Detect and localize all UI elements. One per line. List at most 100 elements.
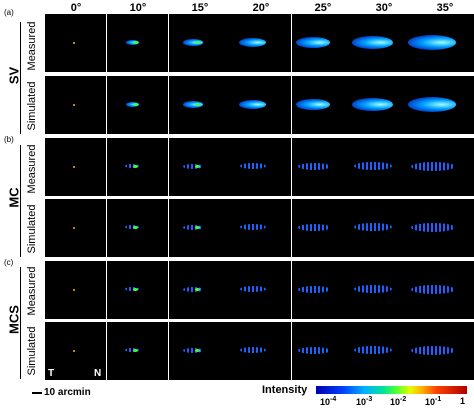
psf-spot [296,98,331,110]
psf-image-sv-measured-2 [169,14,230,72]
row-label-mcs-measured: Measured [26,266,38,316]
row-label-mcs-simulated: Simulated [26,326,38,376]
psf-image-mcs-simulated-3 [230,322,291,380]
psf-image-mc-simulated-2 [169,199,230,257]
panel-letter-c: (c) [4,258,14,267]
row-label-mc-simulated: Simulated [26,204,38,254]
psf-spot [183,286,203,292]
psf-image-mc-measured-1 [107,138,168,196]
temporal-label: T [48,368,55,379]
psf-image-mcs-simulated-4 [292,322,353,380]
col-header-25: 25° [314,2,332,14]
psf-image-mcs-simulated-0 [45,322,106,380]
psf-core [133,348,138,352]
psf-spot [296,36,331,48]
psf-image-mc-measured-5 [353,138,414,196]
row-label-mc-measured: Measured [26,144,38,194]
psf-spot [73,104,75,106]
psf-spot [73,166,75,168]
psf-spot [239,224,266,230]
bracket-mcs [20,267,21,379]
bracket-sv [20,22,21,134]
psf-image-mc-simulated-6 [411,199,474,257]
psf-spot [411,284,456,294]
psf-spot [354,346,393,354]
psf-image-mcs-measured-0 [45,261,106,319]
colorbar-title: Intensity [262,384,308,396]
scale-bar-label: 10 arcmin [44,387,91,398]
colorbar-tick-1e-1: 10-1 [425,396,442,407]
psf-image-mc-measured-6 [411,138,474,196]
psf-image-sv-simulated-3 [230,76,291,134]
row-label-sv-simulated: Simulated [26,81,38,131]
psf-image-mcs-simulated-6 [411,322,474,380]
psf-spot [73,227,75,229]
psf-spot [239,163,266,169]
panel-letter-b: (b) [4,135,14,144]
psf-spot [352,97,394,111]
psf-image-mcs-measured-2 [169,261,230,319]
psf-core [133,225,138,229]
psf-spot [183,38,203,46]
psf-image-sv-measured-6 [408,14,474,72]
psf-spot [239,37,267,47]
psf-image-mc-measured-4 [292,138,353,196]
psf-core [195,40,200,44]
col-header-20: 20° [252,2,270,14]
psf-spot [411,345,456,355]
colorbar [316,386,467,394]
psf-image-mc-measured-3 [230,138,291,196]
psf-image-sv-simulated-0 [45,76,106,134]
psf-spot [73,289,75,291]
psf-image-mcs-measured-3 [230,261,291,319]
psf-spot [125,39,139,45]
psf-image-mcs-measured-6 [411,261,474,319]
psf-image-sv-measured-3 [230,14,291,72]
psf-image-mcs-simulated-5 [353,322,414,380]
psf-spot [297,346,330,354]
row-label-sv-measured: Measured [26,21,38,71]
psf-spot [239,347,266,353]
psf-image-mc-simulated-4 [292,199,353,257]
colorbar-tick-1e-4: 10-4 [320,396,337,407]
col-header-15: 15° [191,2,209,14]
psf-spot [183,163,203,169]
psf-image-mc-simulated-3 [230,199,291,257]
psf-spot [354,223,393,231]
col-header-0: 0° [70,2,82,14]
nasal-label: N [94,368,102,379]
psf-core [133,164,138,168]
psf-spot [73,350,75,352]
psf-core [133,287,138,291]
psf-spot [183,100,203,108]
psf-spot [183,224,203,230]
psf-spot [354,285,393,293]
psf-core [133,40,138,44]
psf-spot [408,96,457,112]
psf-spot [408,34,457,50]
psf-image-mc-measured-0 [45,138,106,196]
col-header-10: 10° [129,2,147,14]
psf-image-mcs-measured-5 [353,261,414,319]
psf-spot [297,285,330,293]
psf-spot [411,161,456,171]
psf-image-mc-simulated-5 [353,199,414,257]
psf-image-sv-measured-5 [352,14,414,72]
panel-letter-a: (a) [4,8,14,17]
psf-image-mcs-simulated-1 [107,322,168,380]
psf-spot [125,101,139,107]
scale-bar [32,392,42,394]
colorbar-tick-1e-2: 10-2 [390,396,407,407]
psf-spot [125,225,140,229]
psf-spot [297,223,330,231]
psf-spot [73,42,75,44]
psf-spot [352,35,394,49]
colorbar-tick-1: 1 [460,396,466,406]
col-header-35: 35° [436,2,454,14]
psf-image-mc-simulated-1 [107,199,168,257]
psf-image-sv-simulated-4 [292,76,353,134]
psf-spot [125,287,140,291]
col-header-30: 30° [375,2,393,14]
psf-image-sv-measured-4 [292,14,353,72]
psf-core [195,287,200,291]
